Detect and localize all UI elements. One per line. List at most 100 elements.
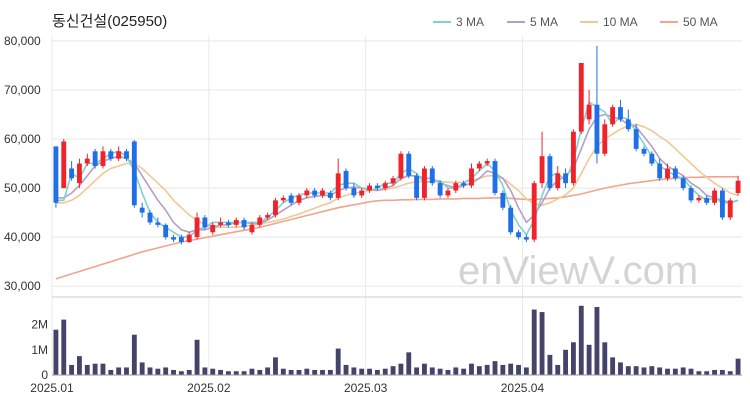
date-tick-label: 2025.02 (187, 381, 231, 395)
grid (51, 36, 742, 375)
candle-body (359, 190, 365, 196)
candle (422, 166, 427, 201)
candle (672, 166, 678, 181)
candle-body (563, 173, 569, 184)
volume-bar (618, 362, 623, 375)
volume-bar (665, 368, 670, 375)
volume-bar (633, 366, 639, 375)
candle (163, 223, 169, 240)
volume-bar (547, 354, 553, 375)
volume-bar (570, 342, 576, 375)
volume-bar (523, 367, 529, 375)
candle (390, 175, 396, 186)
watermark: enViewV.com (458, 249, 698, 293)
candle-body (367, 185, 372, 191)
volume-bar (735, 358, 741, 375)
volume-bar (398, 363, 404, 375)
candle-body (508, 207, 514, 233)
candle-body (210, 224, 216, 233)
candle (335, 158, 341, 201)
candle-body (265, 215, 271, 218)
volume-bar (343, 364, 349, 375)
candle (570, 129, 576, 186)
candle-body (602, 124, 608, 154)
volume-bar (320, 369, 325, 375)
candle (437, 180, 443, 198)
candle-body (476, 163, 482, 169)
volume-bar (335, 348, 341, 375)
volume-bar (61, 319, 67, 375)
candle-body (649, 153, 655, 164)
legend-label-5ma: 5 MA (530, 15, 558, 29)
volume-bar (249, 368, 255, 375)
candle-body (469, 168, 474, 186)
volume-bar (445, 369, 451, 375)
volume-bar (688, 368, 694, 375)
volume-bar (53, 329, 59, 375)
candle (108, 148, 114, 162)
volume-bar (508, 363, 514, 375)
volume-bar (233, 371, 239, 375)
volume-bar (139, 362, 145, 375)
candle (625, 109, 631, 132)
candle (273, 197, 278, 218)
volume-bar (351, 367, 357, 375)
volume-tick-label: 1M (31, 343, 48, 357)
candle-body (531, 183, 537, 240)
candle (704, 195, 710, 206)
volume-bar (696, 371, 702, 375)
candle (186, 232, 192, 244)
candle (618, 99, 623, 122)
chart-title: 동신건설(025950) (52, 13, 167, 30)
price-axis-ticks: 30,000 40,000 50,000 60,000 70,000 80,000 (4, 34, 41, 293)
ma-10-line (55, 123, 739, 229)
candle-body (586, 104, 592, 120)
candle (484, 158, 490, 166)
volume-bar (539, 312, 545, 375)
volume-bar (194, 339, 200, 375)
volume-bar (414, 367, 420, 375)
volume-bar (304, 368, 310, 375)
candle (712, 188, 717, 206)
volume-bar (476, 366, 482, 375)
volume-bar (124, 367, 129, 375)
ma-50-line (55, 176, 739, 280)
volume-bar (296, 369, 302, 375)
candle-body (704, 197, 710, 203)
candle-body (382, 183, 388, 189)
candle (657, 158, 663, 181)
candle (327, 190, 333, 201)
candle (453, 180, 459, 193)
candle (147, 210, 153, 225)
candle (84, 153, 90, 166)
candle-body (516, 232, 521, 238)
candle (665, 163, 670, 181)
candle (492, 158, 498, 196)
candle-body (147, 212, 153, 223)
candle (139, 202, 145, 218)
candle (594, 45, 600, 164)
candle (649, 151, 655, 166)
candle-body (523, 237, 529, 240)
volume-bar (625, 366, 631, 375)
volume-bar (469, 363, 474, 375)
candle (171, 234, 176, 243)
ma-3-line (55, 101, 739, 238)
volume-tick-label: 0 (41, 368, 48, 382)
price-tick-label: 80,000 (4, 34, 41, 48)
volume-bar (563, 349, 569, 375)
volume-tick-label: 2M (31, 318, 48, 332)
candle-body (735, 180, 741, 193)
candle-body (445, 190, 451, 196)
candle-body (304, 190, 310, 196)
volume-bar (712, 369, 717, 375)
candle-body (578, 62, 584, 132)
volume-bar (649, 366, 655, 375)
candle-body (171, 237, 176, 240)
volume-bar (288, 369, 294, 375)
candle-body (633, 129, 639, 149)
candle-body (343, 170, 349, 189)
moving-average-lines (55, 101, 739, 280)
volume-bar (586, 344, 592, 375)
volume-bar (727, 371, 733, 375)
